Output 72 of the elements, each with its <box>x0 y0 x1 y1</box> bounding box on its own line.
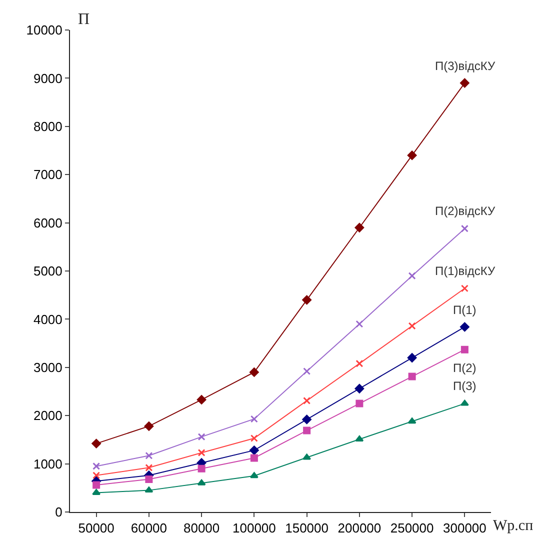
series-label: П(3) <box>453 379 476 393</box>
point <box>303 426 311 434</box>
point <box>198 464 206 472</box>
x-tick-label: 80000 <box>183 520 220 536</box>
point <box>355 435 364 442</box>
point <box>356 320 364 328</box>
point <box>460 322 470 332</box>
series-label: П(3)відсКУ <box>435 59 496 73</box>
point <box>356 400 364 408</box>
point <box>144 486 154 493</box>
point <box>302 295 312 305</box>
point <box>408 372 416 380</box>
point <box>250 472 258 478</box>
point <box>250 454 258 462</box>
y-tick-label: 4000 <box>33 312 62 327</box>
x-tick-label: 200000 <box>338 520 382 536</box>
point <box>460 224 468 232</box>
y-tick-label: 3000 <box>33 360 62 375</box>
point <box>250 446 259 455</box>
point <box>460 346 468 354</box>
point <box>303 396 311 404</box>
point <box>198 433 206 441</box>
y-tick-label: 1000 <box>33 456 62 472</box>
point <box>92 438 101 448</box>
point <box>407 150 417 160</box>
point <box>460 78 470 88</box>
point <box>145 475 153 483</box>
point <box>354 384 364 394</box>
point <box>460 400 469 406</box>
x-tick-label: 150000 <box>285 520 329 536</box>
point <box>407 353 417 362</box>
series-label: П(1)відсКУ <box>435 264 496 278</box>
point <box>408 322 416 330</box>
series-label: П(1) <box>453 303 476 317</box>
point <box>196 395 206 404</box>
point <box>92 481 100 489</box>
point <box>302 414 312 424</box>
point <box>408 418 416 424</box>
y-tick-label: 0 <box>55 504 62 520</box>
series-label: П(2) <box>453 361 476 375</box>
x-tick-label: 100000 <box>232 520 276 536</box>
point <box>250 415 258 423</box>
point <box>197 479 206 486</box>
x-tick-label: 300000 <box>442 520 486 536</box>
series-label: П(2)відсКУ <box>435 204 496 218</box>
y-tick-label: 2000 <box>33 408 62 424</box>
y-tick-label: 8000 <box>33 118 62 134</box>
point <box>92 472 100 480</box>
x-tick-label: 50000 <box>78 520 114 536</box>
x-axis-title: Wp.сп <box>493 518 534 534</box>
point <box>250 368 259 377</box>
point <box>356 360 364 368</box>
point <box>460 284 468 292</box>
x-tick-label: 250000 <box>390 520 434 536</box>
point <box>198 448 206 456</box>
y-axis-title: П <box>78 11 90 28</box>
y-tick-label: 7000 <box>33 167 62 182</box>
point <box>354 222 364 232</box>
point <box>92 462 100 470</box>
point <box>250 434 258 442</box>
point <box>144 422 154 431</box>
x-tick-label: 60000 <box>130 520 168 536</box>
point <box>145 464 153 472</box>
point <box>408 272 416 280</box>
point <box>92 488 101 495</box>
y-tick-label: 5000 <box>33 264 62 279</box>
y-tick-label: 10000 <box>26 22 62 38</box>
point <box>303 368 311 376</box>
point <box>145 452 153 460</box>
y-tick-label: 9000 <box>33 70 62 86</box>
point <box>302 454 312 460</box>
y-tick-label: 6000 <box>33 215 62 230</box>
